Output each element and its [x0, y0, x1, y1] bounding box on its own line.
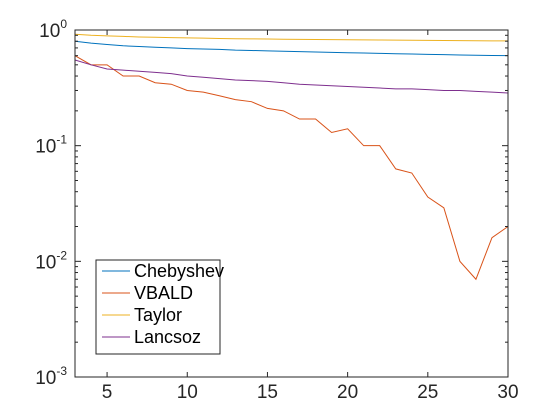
x-axis: 5 10 15 20 25 30 — [102, 30, 519, 403]
legend-label-lancsoz: Lancsoz — [134, 327, 201, 347]
x-tick-label: 30 — [497, 382, 518, 403]
legend-box — [95, 259, 221, 355]
series-layer — [74, 33, 509, 281]
legend-label-taylor: Taylor — [134, 305, 182, 325]
y-tick-label: 100 — [39, 17, 67, 42]
y-tick-label: 10-1 — [35, 133, 67, 158]
y-tick-label: 10-2 — [35, 248, 67, 273]
legend-label-chebyshev: Chebyshev — [134, 261, 224, 281]
axes-box — [74, 29, 509, 378]
x-tick-label: 25 — [417, 382, 438, 403]
x-tick-label: 15 — [257, 382, 278, 403]
x-tick-label: 20 — [337, 382, 358, 403]
legend-label-vbald: VBALD — [134, 283, 193, 303]
y-tick-label: 10-3 — [35, 364, 67, 389]
series-line-lancsoz — [74, 59, 509, 94]
y-axis: 100 10-1 10-2 10-3 — [35, 17, 508, 389]
series-line-chebyshev — [74, 40, 509, 57]
x-tick-label: 5 — [102, 382, 113, 403]
series-line-vbald — [74, 55, 509, 281]
series-line-taylor — [74, 33, 509, 42]
axes-frame — [74, 29, 509, 378]
x-tick-label: 10 — [177, 382, 198, 403]
